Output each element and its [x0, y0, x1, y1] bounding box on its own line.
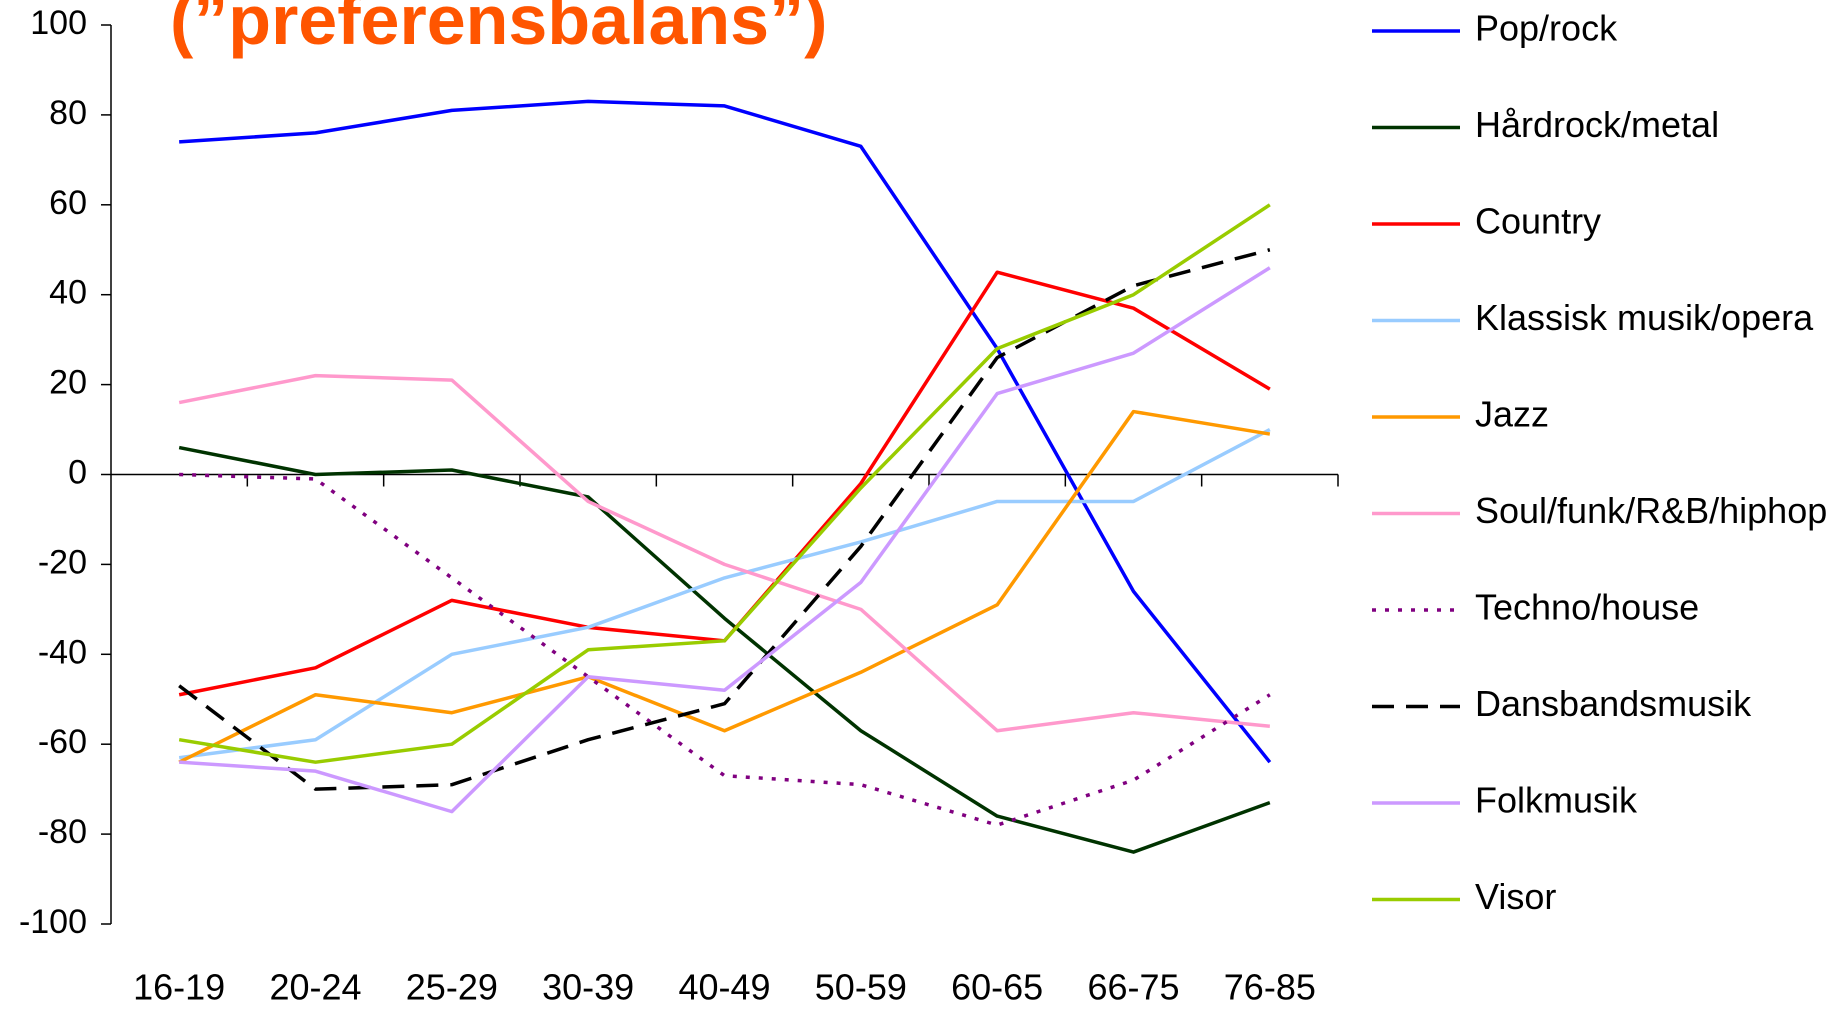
- line-series: [179, 472, 1271, 827]
- x-tick-label: 16-19: [133, 967, 225, 1008]
- line-series: [178, 445, 1271, 854]
- x-tick-label: 60-65: [951, 967, 1043, 1008]
- y-tick-label: -20: [38, 543, 87, 581]
- line-series: [179, 266, 1271, 814]
- legend-label: Folkmusik: [1475, 780, 1638, 821]
- x-tick-label: 25-29: [406, 967, 498, 1008]
- y-tick-label: -40: [38, 633, 87, 671]
- legend-label: Klassisk musik/opera: [1475, 297, 1814, 338]
- line-series: [178, 248, 1271, 791]
- legend-label: Jazz: [1475, 394, 1549, 435]
- x-tick-label: 76-85: [1224, 967, 1316, 1008]
- y-tick-label: -80: [38, 813, 87, 851]
- y-tick-label: -100: [19, 903, 87, 941]
- y-tick-label: 80: [49, 94, 87, 132]
- line-series: [178, 428, 1271, 760]
- x-tick-label: 66-75: [1087, 967, 1179, 1008]
- x-tick-label: 30-39: [542, 967, 634, 1008]
- line-series: [178, 270, 1271, 697]
- legend-label: Hårdrock/metal: [1475, 104, 1719, 145]
- legend-label: Techno/house: [1475, 587, 1699, 628]
- chart-title: (”preferensbalans”): [170, 0, 827, 59]
- line-series: [179, 99, 1272, 764]
- legend-label: Country: [1475, 201, 1601, 242]
- legend-label: Dansbandsmusik: [1475, 683, 1752, 724]
- y-tick-label: 100: [30, 4, 87, 42]
- x-tick-label: 50-59: [815, 967, 907, 1008]
- x-tick-label: 20-24: [269, 967, 361, 1008]
- line-series: [178, 203, 1271, 764]
- legend-label: Soul/funk/R&B/hiphop: [1475, 490, 1827, 531]
- legend-label: Visor: [1475, 876, 1556, 917]
- y-tick-label: 40: [49, 274, 87, 312]
- y-tick-label: 0: [68, 453, 87, 491]
- y-tick-label: -60: [38, 723, 87, 761]
- line-series: [178, 409, 1271, 764]
- legend-label: Pop/rock: [1475, 8, 1618, 49]
- x-tick-label: 40-49: [678, 967, 770, 1008]
- y-tick-label: 20: [49, 364, 87, 402]
- y-tick-label: 60: [49, 184, 87, 222]
- line-series: [178, 373, 1271, 733]
